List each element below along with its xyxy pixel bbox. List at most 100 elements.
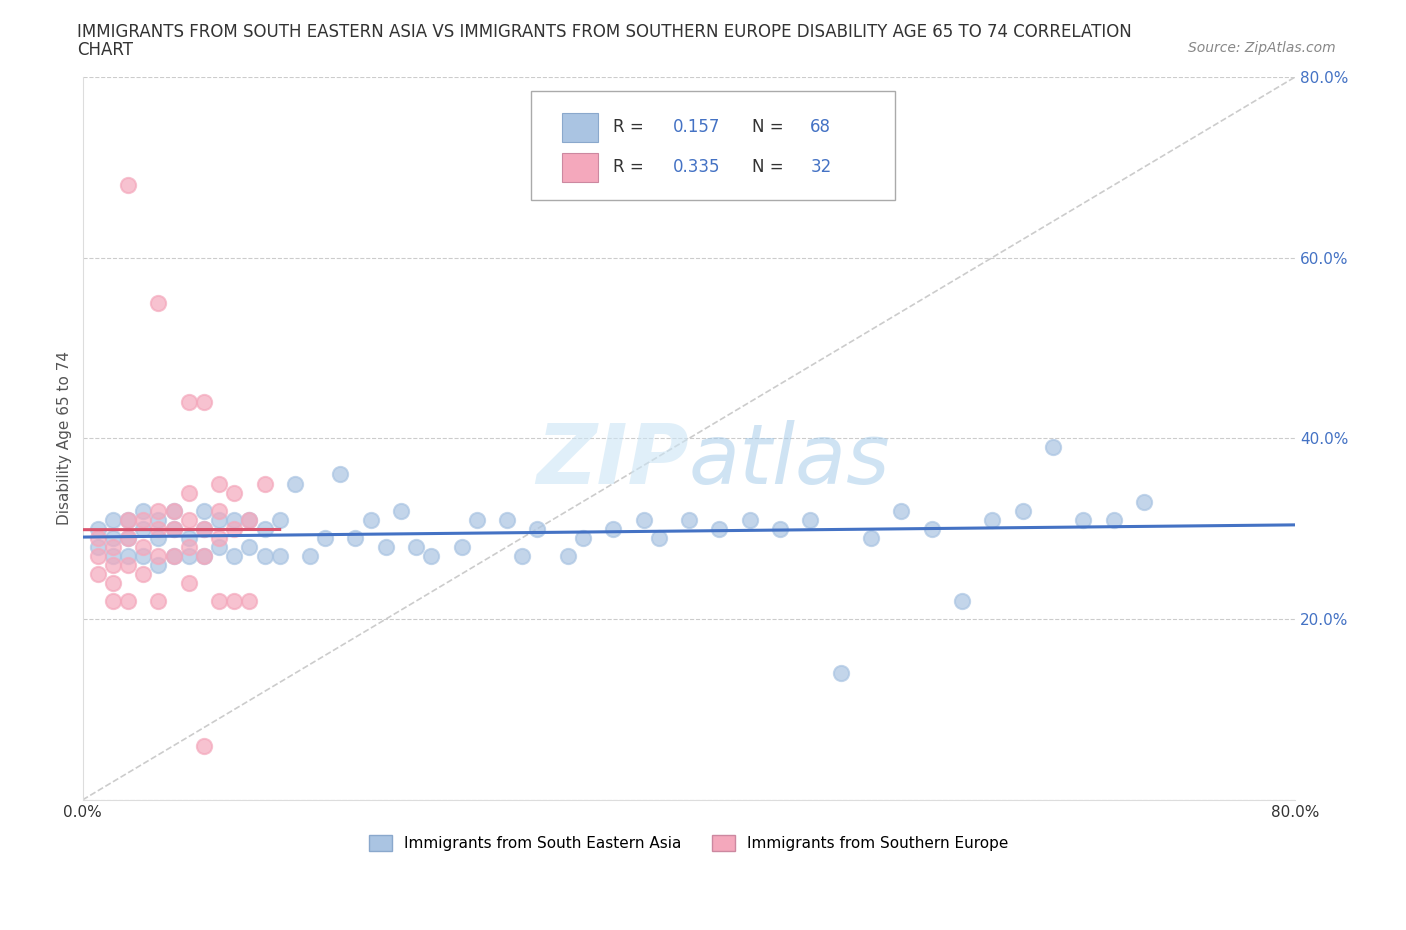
Point (405, 539, 427, 554)
Point (162, 503, 184, 518)
Point (193, 522, 215, 537)
Text: ZIP: ZIP (537, 419, 689, 500)
Point (678, 512, 700, 527)
Point (238, 539, 260, 554)
Point (238, 512, 260, 527)
Point (162, 503, 184, 518)
Point (465, 512, 488, 527)
Point (238, 512, 260, 527)
Y-axis label: Disability Age 65 to 74: Disability Age 65 to 74 (58, 352, 72, 525)
Point (101, 549, 124, 564)
Point (87, 539, 110, 554)
Point (208, 539, 231, 554)
Point (269, 549, 291, 564)
Point (148, 522, 170, 537)
Text: R =: R = (613, 118, 648, 137)
Bar (561, 153, 598, 181)
Point (224, 512, 246, 527)
Point (132, 539, 155, 554)
Point (647, 530, 669, 545)
Point (162, 522, 184, 537)
Point (117, 512, 139, 527)
Point (117, 530, 139, 545)
Point (389, 503, 412, 518)
Point (253, 522, 276, 537)
Point (496, 512, 519, 527)
Point (162, 549, 184, 564)
FancyBboxPatch shape (531, 91, 896, 200)
Bar (561, 113, 598, 142)
Point (224, 522, 246, 537)
Point (1102, 512, 1125, 527)
Point (101, 593, 124, 608)
Text: 68: 68 (810, 118, 831, 137)
Point (177, 576, 200, 591)
Point (193, 549, 215, 564)
Point (101, 512, 124, 527)
Text: 32: 32 (810, 158, 831, 176)
Point (87, 530, 110, 545)
Point (572, 530, 595, 545)
Point (101, 557, 124, 572)
Point (132, 503, 155, 518)
Point (1071, 512, 1094, 527)
Point (132, 566, 155, 581)
Point (360, 512, 382, 527)
Point (450, 539, 472, 554)
Point (117, 549, 139, 564)
Point (1011, 503, 1033, 518)
Point (132, 512, 155, 527)
Point (344, 530, 367, 545)
Point (374, 539, 396, 554)
Point (177, 539, 200, 554)
Point (193, 394, 215, 409)
Point (799, 512, 821, 527)
Point (117, 512, 139, 527)
Point (921, 522, 943, 537)
Point (148, 557, 170, 572)
Point (890, 503, 912, 518)
Point (238, 593, 260, 608)
Point (117, 530, 139, 545)
Point (420, 549, 443, 564)
Point (132, 549, 155, 564)
Point (224, 549, 246, 564)
Point (709, 522, 731, 537)
Point (162, 522, 184, 537)
Point (208, 476, 231, 491)
Point (253, 549, 276, 564)
Point (253, 476, 276, 491)
Point (830, 666, 852, 681)
Point (148, 549, 170, 564)
Point (162, 549, 184, 564)
Point (769, 522, 792, 537)
Point (224, 485, 246, 500)
Point (117, 593, 139, 608)
Point (87, 549, 110, 564)
Point (1042, 440, 1064, 455)
Point (557, 549, 579, 564)
Point (101, 539, 124, 554)
Text: IMMIGRANTS FROM SOUTH EASTERN ASIA VS IMMIGRANTS FROM SOUTHERN EUROPE DISABILITY: IMMIGRANTS FROM SOUTH EASTERN ASIA VS IM… (77, 23, 1132, 41)
Point (177, 512, 200, 527)
Point (193, 503, 215, 518)
Point (148, 296, 170, 311)
Point (329, 467, 352, 482)
Text: 0.157: 0.157 (673, 118, 721, 137)
Point (117, 178, 139, 193)
Point (1133, 494, 1156, 509)
Point (132, 522, 155, 537)
Text: CHART: CHART (77, 41, 134, 59)
Point (284, 476, 307, 491)
Point (148, 593, 170, 608)
Text: N =: N = (752, 158, 789, 176)
Legend: Immigrants from South Eastern Asia, Immigrants from Southern Europe: Immigrants from South Eastern Asia, Immi… (363, 830, 1015, 857)
Text: R =: R = (613, 158, 648, 176)
Text: N =: N = (752, 118, 789, 137)
Point (981, 512, 1004, 527)
Text: Source: ZipAtlas.com: Source: ZipAtlas.com (1188, 41, 1336, 55)
Point (117, 557, 139, 572)
Point (633, 512, 655, 527)
Point (526, 522, 548, 537)
Point (738, 512, 761, 527)
